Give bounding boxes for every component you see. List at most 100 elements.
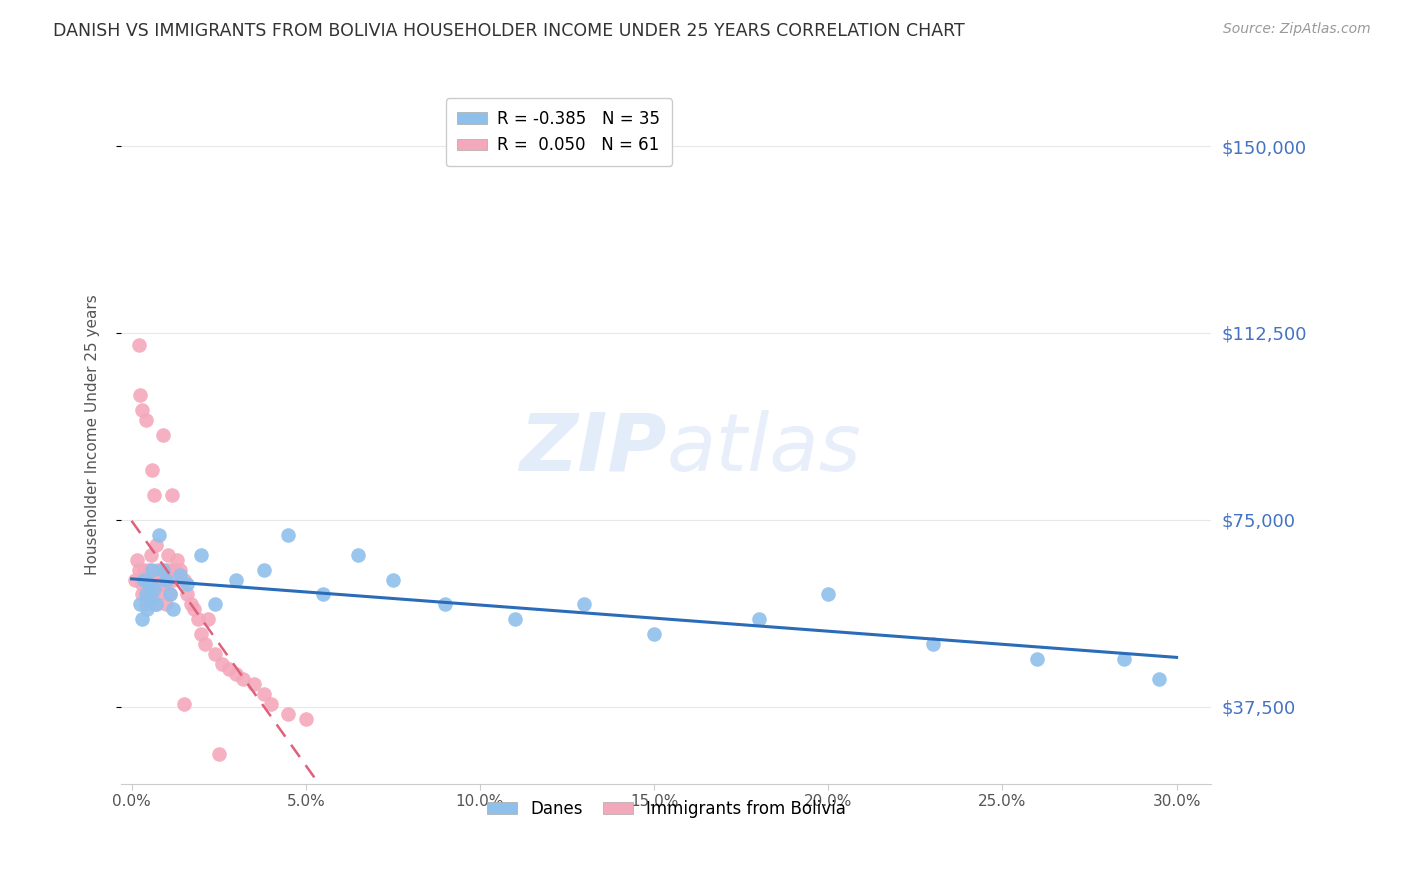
Point xyxy=(136,602,159,616)
Point xyxy=(253,687,276,701)
Point xyxy=(131,587,153,601)
Point xyxy=(574,598,596,612)
Point xyxy=(190,548,212,562)
Point xyxy=(128,338,150,352)
Point xyxy=(242,677,264,691)
Point xyxy=(125,552,148,566)
Point xyxy=(503,612,526,626)
Point xyxy=(131,612,153,626)
Point xyxy=(132,573,155,587)
Text: atlas: atlas xyxy=(666,410,860,488)
Point xyxy=(131,403,153,417)
Point xyxy=(225,667,247,681)
Point xyxy=(176,587,198,601)
Point xyxy=(141,587,163,601)
Point xyxy=(434,598,457,612)
Point xyxy=(183,602,205,616)
Point xyxy=(277,706,299,721)
Point xyxy=(312,587,335,601)
Point xyxy=(152,428,174,442)
Text: DANISH VS IMMIGRANTS FROM BOLIVIA HOUSEHOLDER INCOME UNDER 25 YEARS CORRELATION : DANISH VS IMMIGRANTS FROM BOLIVIA HOUSEH… xyxy=(53,22,965,40)
Point xyxy=(232,672,254,686)
Point xyxy=(138,577,160,591)
Point xyxy=(204,647,226,661)
Point xyxy=(152,577,174,591)
Point xyxy=(145,598,167,612)
Point xyxy=(187,612,209,626)
Point xyxy=(162,602,184,616)
Point xyxy=(277,527,299,541)
Point xyxy=(211,657,233,672)
Point xyxy=(145,538,167,552)
Point xyxy=(148,527,170,541)
Point xyxy=(162,573,184,587)
Point xyxy=(169,562,191,576)
Point xyxy=(817,587,839,601)
Point xyxy=(748,612,770,626)
Point xyxy=(225,573,247,587)
Point xyxy=(166,552,188,566)
Point xyxy=(134,598,156,612)
Point xyxy=(141,463,163,477)
Point xyxy=(138,562,160,576)
Point xyxy=(129,388,152,402)
Y-axis label: Householder Income Under 25 years: Householder Income Under 25 years xyxy=(86,294,100,575)
Point xyxy=(148,577,170,591)
Point xyxy=(204,598,226,612)
Point xyxy=(139,548,162,562)
Point xyxy=(194,637,217,651)
Point xyxy=(208,747,231,761)
Point xyxy=(347,548,370,562)
Point xyxy=(124,573,146,587)
Point xyxy=(136,587,159,601)
Point xyxy=(145,598,167,612)
Point xyxy=(159,562,181,576)
Point xyxy=(294,712,316,726)
Point xyxy=(1147,672,1170,686)
Point xyxy=(134,587,156,601)
Point xyxy=(218,662,240,676)
Point xyxy=(176,577,198,591)
Point xyxy=(134,573,156,587)
Point xyxy=(173,697,195,711)
Point xyxy=(253,562,276,576)
Point xyxy=(132,562,155,576)
Point xyxy=(159,587,181,601)
Point xyxy=(173,573,195,587)
Point xyxy=(152,573,174,587)
Point xyxy=(141,562,163,576)
Point xyxy=(1114,652,1136,666)
Point xyxy=(141,573,163,587)
Text: Source: ZipAtlas.com: Source: ZipAtlas.com xyxy=(1223,22,1371,37)
Point xyxy=(260,697,283,711)
Point xyxy=(138,577,160,591)
Point xyxy=(146,562,169,576)
Point xyxy=(148,587,170,601)
Point xyxy=(159,587,181,601)
Legend: Danes, Immigrants from Bolivia: Danes, Immigrants from Bolivia xyxy=(479,793,852,824)
Text: ZIP: ZIP xyxy=(519,410,666,488)
Point xyxy=(157,548,180,562)
Point xyxy=(381,573,404,587)
Point xyxy=(131,577,153,591)
Point xyxy=(134,413,156,427)
Point xyxy=(152,562,174,576)
Point xyxy=(143,582,166,597)
Point xyxy=(128,562,150,576)
Point xyxy=(180,598,202,612)
Point xyxy=(197,612,219,626)
Point xyxy=(155,562,177,576)
Point xyxy=(155,598,177,612)
Point xyxy=(165,562,187,576)
Point xyxy=(139,592,162,607)
Point xyxy=(643,627,665,641)
Point xyxy=(155,573,177,587)
Point xyxy=(129,598,152,612)
Point xyxy=(143,488,166,502)
Point xyxy=(150,562,173,576)
Point xyxy=(169,567,191,582)
Point xyxy=(921,637,943,651)
Point xyxy=(190,627,212,641)
Point xyxy=(155,577,177,591)
Point xyxy=(138,573,160,587)
